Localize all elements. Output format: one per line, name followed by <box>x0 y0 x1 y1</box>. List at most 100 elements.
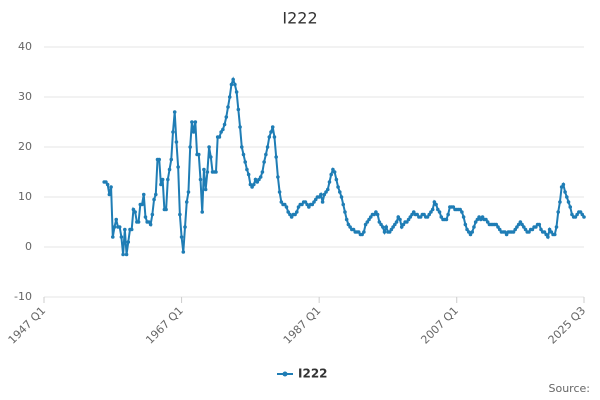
point <box>339 195 344 199</box>
point <box>384 225 389 229</box>
point <box>460 210 464 214</box>
point <box>214 170 218 174</box>
y-tick-label: -10 <box>14 290 32 303</box>
source: Source: <box>549 382 591 395</box>
point <box>176 165 180 169</box>
point <box>152 197 156 202</box>
point <box>123 227 127 232</box>
point <box>202 167 206 172</box>
point <box>270 125 275 129</box>
point <box>582 215 586 219</box>
point <box>566 200 571 204</box>
point <box>217 135 222 139</box>
point <box>174 140 179 144</box>
point <box>110 235 115 239</box>
point <box>150 212 155 217</box>
point <box>437 210 442 214</box>
point <box>184 200 189 204</box>
point <box>430 207 435 212</box>
point <box>461 215 466 219</box>
point <box>561 182 566 187</box>
point <box>203 187 208 192</box>
point <box>264 152 268 157</box>
point <box>167 167 172 172</box>
point <box>190 120 194 124</box>
point <box>222 122 227 127</box>
point <box>556 210 561 214</box>
x-tick-label: 2025 Q3 <box>546 304 589 347</box>
point <box>434 202 438 207</box>
legend-marker <box>282 371 288 377</box>
x-tick-label: 2007 Q1 <box>418 304 461 347</box>
point <box>444 217 449 222</box>
point <box>196 152 201 157</box>
point <box>463 222 468 227</box>
x-tick-label: 1987 Q1 <box>281 304 324 347</box>
point <box>227 95 232 99</box>
point <box>221 127 225 132</box>
point <box>205 170 210 174</box>
point <box>398 217 402 222</box>
point <box>179 235 184 239</box>
point <box>169 157 174 162</box>
point <box>380 225 385 229</box>
point <box>124 252 129 257</box>
point <box>563 190 567 194</box>
point <box>141 192 146 197</box>
y-tick-label: 40 <box>18 40 32 53</box>
point <box>236 107 241 112</box>
chart-title: I222 <box>282 9 317 28</box>
point <box>245 167 249 172</box>
point <box>231 77 235 82</box>
point <box>188 145 192 149</box>
point <box>200 210 205 214</box>
point <box>327 180 332 184</box>
point <box>284 205 289 209</box>
point <box>332 170 337 174</box>
point <box>329 172 333 177</box>
point <box>234 90 239 94</box>
point <box>112 225 117 229</box>
point <box>446 212 450 217</box>
point <box>319 192 323 197</box>
point <box>198 177 203 182</box>
point <box>119 235 124 239</box>
point <box>172 110 177 114</box>
point <box>114 217 119 222</box>
point <box>568 205 573 209</box>
point <box>143 215 148 219</box>
point <box>558 200 562 204</box>
point <box>258 175 263 179</box>
point <box>178 212 182 217</box>
point <box>337 190 342 194</box>
point <box>109 185 113 189</box>
point <box>117 225 122 229</box>
point <box>157 157 162 162</box>
point <box>207 145 211 149</box>
point <box>375 212 380 217</box>
point <box>107 192 112 197</box>
point <box>159 182 163 187</box>
point <box>239 145 244 149</box>
point <box>126 240 131 244</box>
point <box>267 135 272 139</box>
point <box>160 177 165 182</box>
line <box>104 76 585 255</box>
point <box>229 82 234 87</box>
point <box>265 145 270 149</box>
point <box>136 220 141 224</box>
point <box>133 210 137 214</box>
point <box>246 172 251 177</box>
x-tick-label: 1947 Q1 <box>6 304 49 347</box>
point <box>191 130 196 134</box>
point <box>140 202 144 207</box>
point <box>193 120 198 124</box>
point <box>552 232 557 237</box>
point <box>186 190 191 194</box>
point <box>129 227 134 232</box>
point <box>148 222 153 227</box>
y-tick-label: 20 <box>18 140 32 153</box>
point <box>546 235 550 239</box>
point <box>470 230 475 234</box>
